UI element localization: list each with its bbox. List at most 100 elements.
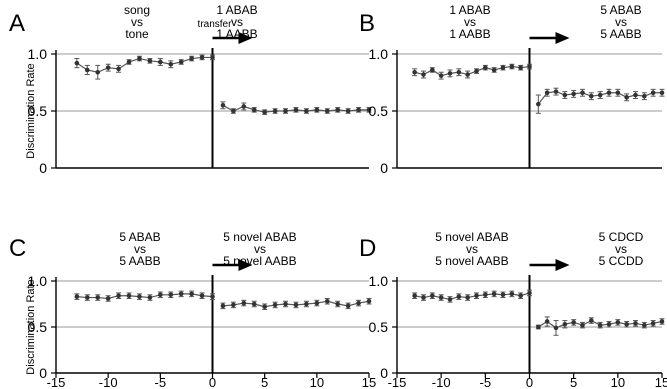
data-point <box>491 67 497 73</box>
data-point <box>421 295 426 300</box>
data-point <box>178 59 184 65</box>
data-point <box>589 318 594 323</box>
left-condition-line: tone <box>125 27 149 41</box>
y-tick-label: 1.0 <box>28 273 48 289</box>
data-point <box>262 304 267 310</box>
data-point <box>345 108 351 114</box>
data-point <box>324 108 330 114</box>
x-tick-label: 10 <box>310 375 324 389</box>
x-tick-label: 5 <box>261 375 268 389</box>
data-point <box>241 104 247 109</box>
panel-letter: B <box>359 10 375 37</box>
data-point <box>562 92 568 98</box>
left-condition-line: song <box>124 3 150 17</box>
data-point <box>659 319 665 324</box>
data-point <box>137 294 142 299</box>
data-point <box>199 55 205 60</box>
data-point <box>251 301 257 307</box>
data-point <box>571 91 576 97</box>
data-point <box>642 93 647 99</box>
y-tick-label: 0.5 <box>28 103 48 119</box>
data-point <box>345 303 351 309</box>
data-point <box>95 69 101 75</box>
data-point <box>615 90 621 96</box>
data-point <box>650 90 656 96</box>
data-point <box>314 107 320 113</box>
right-condition-line: vs <box>231 15 243 29</box>
y-axis-label: Discrimination Rate <box>25 279 37 374</box>
data-point <box>178 291 184 297</box>
y-tick-label: 0.5 <box>369 319 389 335</box>
data-point <box>597 322 603 328</box>
data-point <box>465 72 470 77</box>
data-point <box>491 291 497 297</box>
data-point <box>642 322 647 328</box>
y-tick-label: 0.5 <box>28 319 48 335</box>
data-point <box>597 92 603 98</box>
y-tick-label: 1.0 <box>369 273 389 289</box>
data-point <box>105 296 111 301</box>
data-point <box>615 320 621 325</box>
data-point <box>262 109 267 115</box>
data-point <box>438 73 444 78</box>
data-point <box>456 294 462 299</box>
x-tick-label: -10 <box>432 375 451 389</box>
panel-letter: A <box>9 10 25 37</box>
data-point <box>659 90 665 96</box>
y-tick-label: 1.0 <box>28 46 48 62</box>
data-point <box>304 301 309 307</box>
data-point <box>147 58 153 64</box>
x-tick-label: 5 <box>570 375 577 389</box>
data-point <box>324 298 330 304</box>
data-point <box>633 321 638 326</box>
data-point <box>412 69 417 75</box>
data-point <box>220 103 226 108</box>
left-condition-line: 5 novel AABB <box>435 254 508 268</box>
data-point <box>126 59 132 65</box>
x-tick-label: 10 <box>611 375 625 389</box>
arrow-icon <box>238 259 253 271</box>
data-point <box>509 64 515 69</box>
y-tick-label: 0 <box>380 160 388 176</box>
data-point <box>314 300 320 306</box>
right-condition-line: 5 AABB <box>600 27 641 41</box>
data-point <box>356 300 361 306</box>
arrow-icon <box>238 32 253 44</box>
data-point <box>335 107 341 113</box>
data-point <box>633 92 638 98</box>
data-point <box>168 61 174 67</box>
data-point <box>544 319 550 324</box>
data-point <box>304 108 309 114</box>
x-tick-label: -15 <box>388 375 407 389</box>
data-point <box>562 321 568 327</box>
x-tick-label: 0 <box>209 375 216 389</box>
data-point <box>500 292 506 298</box>
y-tick-label: 0 <box>39 160 47 176</box>
data-point <box>210 55 215 60</box>
data-point <box>421 72 426 77</box>
left-condition-line: 1 ABAB <box>449 3 490 17</box>
data-point <box>580 90 585 96</box>
data-point <box>85 295 90 300</box>
right-condition-line: 5 CCDD <box>599 254 644 268</box>
data-point <box>553 89 559 94</box>
data-point <box>241 300 247 306</box>
data-point <box>158 59 163 65</box>
left-condition-line: vs <box>464 15 476 29</box>
data-point <box>74 60 80 66</box>
right-condition-line: 5 ABAB <box>600 3 641 17</box>
data-point <box>366 298 372 304</box>
data-point <box>137 56 142 61</box>
data-point <box>571 320 576 325</box>
data-point <box>293 107 299 113</box>
data-point <box>95 295 101 300</box>
data-point <box>474 293 479 299</box>
data-point <box>335 301 341 307</box>
data-point <box>126 293 132 299</box>
data-point <box>606 90 612 96</box>
panel-letter: C <box>9 235 26 262</box>
data-point <box>116 66 121 72</box>
